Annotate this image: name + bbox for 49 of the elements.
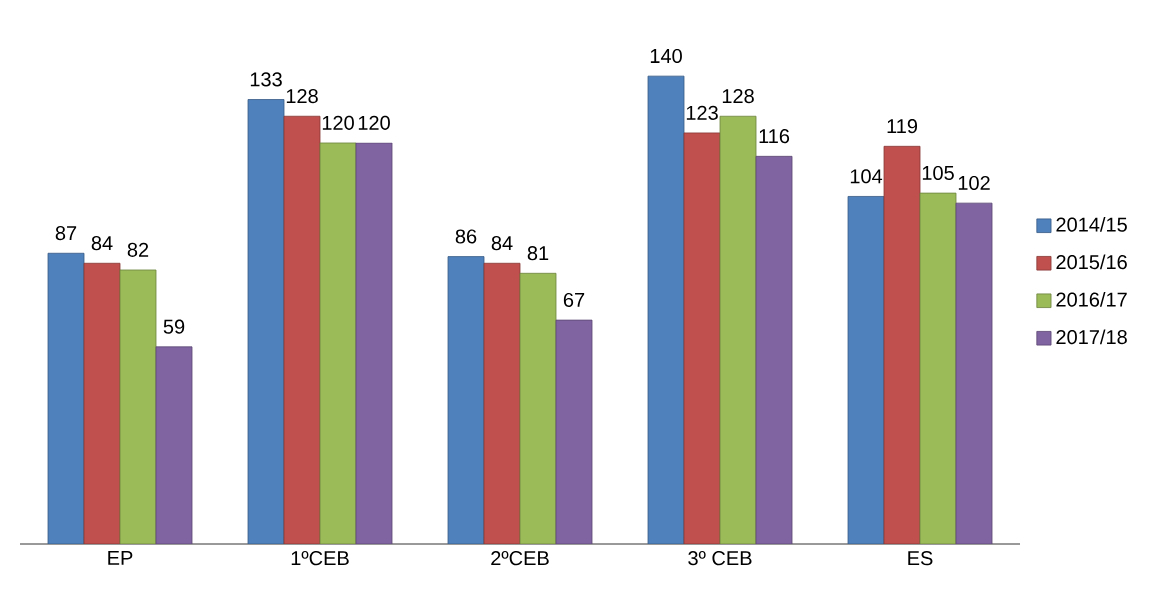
bar: [719, 115, 757, 544]
x-tick-label: 1ºCEB: [291, 551, 349, 566]
bar: [355, 142, 393, 544]
data-label: 84: [491, 236, 513, 251]
data-label: 102: [958, 175, 990, 191]
data-label: 105: [922, 165, 954, 181]
bar: [155, 346, 193, 544]
bar: [247, 99, 285, 544]
bar: [683, 132, 721, 544]
legend-label: 2017/18: [1056, 329, 1127, 345]
data-label: 104: [850, 169, 883, 184]
data-label: 119: [887, 119, 918, 134]
data-label: 128: [722, 89, 754, 104]
data-label: 140: [650, 48, 682, 64]
legend-label: 2016/17: [1056, 292, 1127, 307]
legend-label: 2014/15: [1056, 217, 1127, 232]
x-tick-label: 2ºCEB: [491, 551, 549, 566]
bar: [47, 252, 85, 544]
data-label: 82: [127, 242, 149, 257]
bar: [283, 115, 321, 544]
bar: [555, 319, 593, 544]
x-tick-label: EP: [108, 551, 133, 565]
legend-label: 2015/16: [1056, 254, 1127, 270]
data-label: 120: [322, 115, 354, 130]
data-label: 87: [55, 226, 77, 241]
bar: [483, 262, 521, 544]
bar: [319, 142, 357, 544]
data-label: 86: [455, 229, 477, 244]
data-label: 128: [286, 89, 318, 104]
x-tick-label: 3º CEB: [688, 551, 752, 566]
data-label: 120: [358, 115, 390, 130]
data-label: 67: [563, 292, 585, 308]
data-label: 84: [91, 236, 113, 251]
bar: [83, 262, 121, 544]
bar: [955, 202, 993, 544]
data-label: 133: [250, 72, 282, 87]
bar: [919, 192, 957, 544]
x-tick-label: ES: [908, 551, 933, 566]
data-label: 81: [527, 246, 549, 261]
bar: [647, 75, 685, 544]
bar: [755, 155, 793, 544]
bar: [519, 272, 557, 544]
data-label: 123: [686, 105, 718, 120]
bar: [883, 145, 921, 544]
data-label: 59: [163, 319, 185, 334]
data-label: 116: [759, 129, 790, 144]
bar: [119, 269, 157, 544]
bar: [447, 256, 485, 544]
bar: [847, 196, 885, 544]
